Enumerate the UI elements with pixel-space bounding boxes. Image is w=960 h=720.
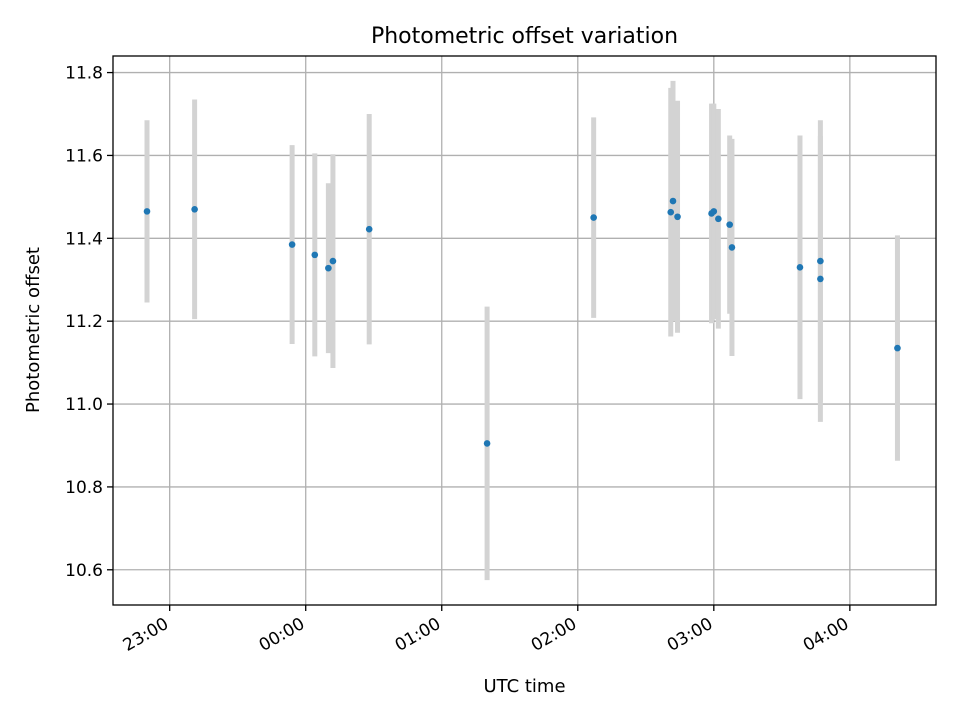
data-point [710, 208, 718, 215]
x-tick-label: 23:00 [120, 614, 172, 656]
data-point [796, 264, 804, 271]
grid [113, 56, 936, 605]
data-point [894, 344, 901, 352]
data-point [329, 257, 337, 265]
data-point [667, 208, 675, 216]
data-point [715, 215, 722, 223]
data-point [726, 221, 733, 228]
y-tick-label: 10.6 [65, 561, 103, 581]
y-tick-label: 11.8 [65, 64, 103, 84]
x-axis-label: UTC time [483, 676, 565, 697]
data-point [483, 440, 491, 447]
y-tick-label: 11.4 [65, 229, 103, 249]
x-tick-label: 03:00 [664, 614, 716, 656]
y-tick-label: 10.8 [65, 478, 103, 498]
y-axis-label: Photometric offset [23, 247, 44, 413]
x-tick-label: 01:00 [392, 614, 444, 656]
data-point [817, 257, 824, 265]
x-tick-label: 04:00 [800, 614, 852, 656]
plot-frame [112, 55, 937, 606]
chart-title: Photometric offset variation [371, 24, 678, 49]
data-point [728, 244, 736, 251]
data-points [143, 197, 901, 447]
data-point [669, 197, 677, 205]
data-point [325, 264, 332, 272]
data-point [365, 225, 373, 233]
data-point [191, 206, 198, 213]
y-tick-label: 11.2 [65, 312, 103, 332]
data-point [817, 275, 824, 283]
x-tick-label: 00:00 [256, 614, 308, 656]
data-point [590, 214, 597, 221]
data-point [288, 241, 296, 248]
data-point [143, 208, 151, 215]
data-point [311, 251, 319, 259]
y-tick-label: 11.0 [65, 395, 103, 415]
y-tick-label: 11.6 [65, 146, 103, 166]
x-tick-label: 02:00 [528, 614, 580, 656]
data-point [674, 213, 681, 221]
